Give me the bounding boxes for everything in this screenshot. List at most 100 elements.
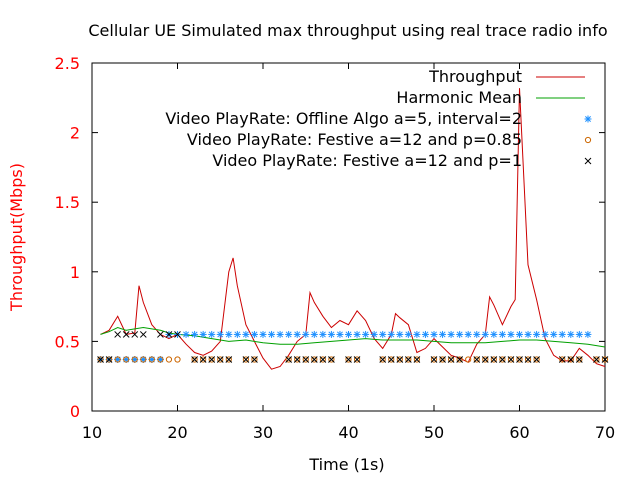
series-3-point — [482, 356, 489, 363]
series-4-point — [447, 356, 455, 363]
series-line-0 — [100, 88, 606, 370]
series-2-point — [293, 330, 301, 338]
series-3-point — [200, 356, 207, 363]
series-2-point — [430, 330, 438, 338]
series-3-point — [97, 356, 104, 363]
series-2-point — [541, 330, 549, 338]
series-3-point — [191, 356, 198, 363]
series-3-point — [165, 356, 173, 363]
series-4-point — [567, 356, 575, 363]
series-3-point — [473, 356, 480, 363]
series-2-point — [524, 330, 532, 338]
series-3-point — [576, 356, 583, 363]
series-4-point — [131, 331, 139, 338]
series-2-point — [387, 330, 395, 338]
series-3-point — [174, 356, 181, 363]
series-2-point — [276, 330, 284, 338]
series-3-point — [601, 356, 609, 363]
series-2-point — [250, 330, 258, 338]
series-line-1 — [100, 326, 606, 348]
series-3-point — [533, 356, 540, 363]
series-4-point — [242, 356, 250, 363]
series-2-point — [413, 330, 421, 338]
series-3-point — [388, 356, 395, 363]
series-4-point — [430, 356, 438, 363]
series-2-point — [464, 330, 472, 338]
series-4-point — [601, 356, 609, 363]
y-axis-label: Throughput(Mbps) — [7, 163, 26, 312]
series-2-point — [336, 330, 344, 338]
series-3-point — [516, 356, 523, 363]
series-3-point — [396, 356, 403, 363]
series-4-point — [387, 356, 395, 363]
series-2-point — [327, 330, 335, 338]
series-2-point — [404, 330, 412, 338]
y-tick-label: 0 — [70, 402, 80, 421]
series-4-point — [165, 331, 173, 338]
series-2-point — [242, 330, 250, 338]
series-4-point — [114, 331, 122, 338]
series-3-point — [131, 356, 138, 363]
series-4-point — [396, 356, 404, 363]
series-2-point — [481, 330, 489, 338]
series-4-point — [353, 356, 361, 363]
series-2-point — [498, 330, 506, 338]
series-2-point — [421, 330, 429, 338]
series-3-point — [114, 356, 121, 363]
series-2-point — [447, 330, 455, 338]
series-2-point — [490, 330, 498, 338]
series-3-point — [242, 356, 249, 363]
series-3-point — [319, 356, 326, 363]
x-tick-label: 40 — [338, 423, 358, 442]
series-2-point — [208, 330, 216, 338]
series-2-point — [353, 330, 361, 338]
series-3-point — [208, 356, 215, 363]
series-4-point — [285, 356, 293, 363]
series-2-point — [191, 330, 199, 338]
series-4-point — [575, 356, 583, 363]
series-4-point — [593, 356, 600, 363]
series-2-point — [507, 330, 515, 338]
series-3-point — [123, 356, 130, 363]
series-4-point — [216, 356, 224, 363]
series-4-point — [199, 356, 207, 363]
legend: Throughput Harmonic Mean Video PlayRate: O… — [165, 67, 592, 170]
series-3-point — [559, 356, 566, 363]
series-3-point — [328, 356, 335, 363]
series-3-point — [507, 356, 515, 363]
series-2-point — [379, 330, 387, 338]
series-2-point — [456, 330, 464, 338]
x-tick-label: 10 — [82, 423, 102, 442]
series-3-point — [106, 356, 113, 363]
series-4-point — [174, 331, 181, 338]
series-2-point — [345, 330, 352, 338]
series-2-point — [558, 330, 566, 338]
x-tick-label: 50 — [424, 423, 444, 442]
series-3-point — [430, 356, 438, 363]
y-tick-label: 2 — [70, 124, 80, 143]
series-2-point — [550, 330, 558, 338]
series-4-point — [558, 356, 566, 363]
series-2-point — [362, 330, 370, 338]
series-2-point — [216, 330, 224, 338]
series-4-point — [404, 356, 412, 363]
chart-title: Cellular UE Simulated max throughput usi… — [88, 21, 607, 40]
series-4-point — [122, 331, 130, 338]
series-3-point — [465, 356, 472, 363]
legend-swatch — [584, 157, 592, 165]
series-2-point — [225, 330, 233, 338]
series-3-point — [353, 356, 361, 363]
series-2-point — [302, 330, 310, 338]
series-4-point — [379, 356, 387, 363]
y-tick-label: 2.5 — [55, 54, 80, 73]
series-2-point — [584, 330, 592, 338]
series-2-point — [439, 330, 447, 338]
series-2-point — [473, 330, 481, 338]
series-3-point — [439, 356, 446, 363]
series-3-point — [345, 356, 352, 363]
x-tick-label: 60 — [509, 423, 529, 442]
series-4-point — [490, 356, 498, 363]
series-4-point — [251, 356, 258, 363]
series-2-point — [268, 330, 276, 338]
legend-label: Video PlayRate: Festive a=12 and p=0.85 — [187, 130, 522, 149]
